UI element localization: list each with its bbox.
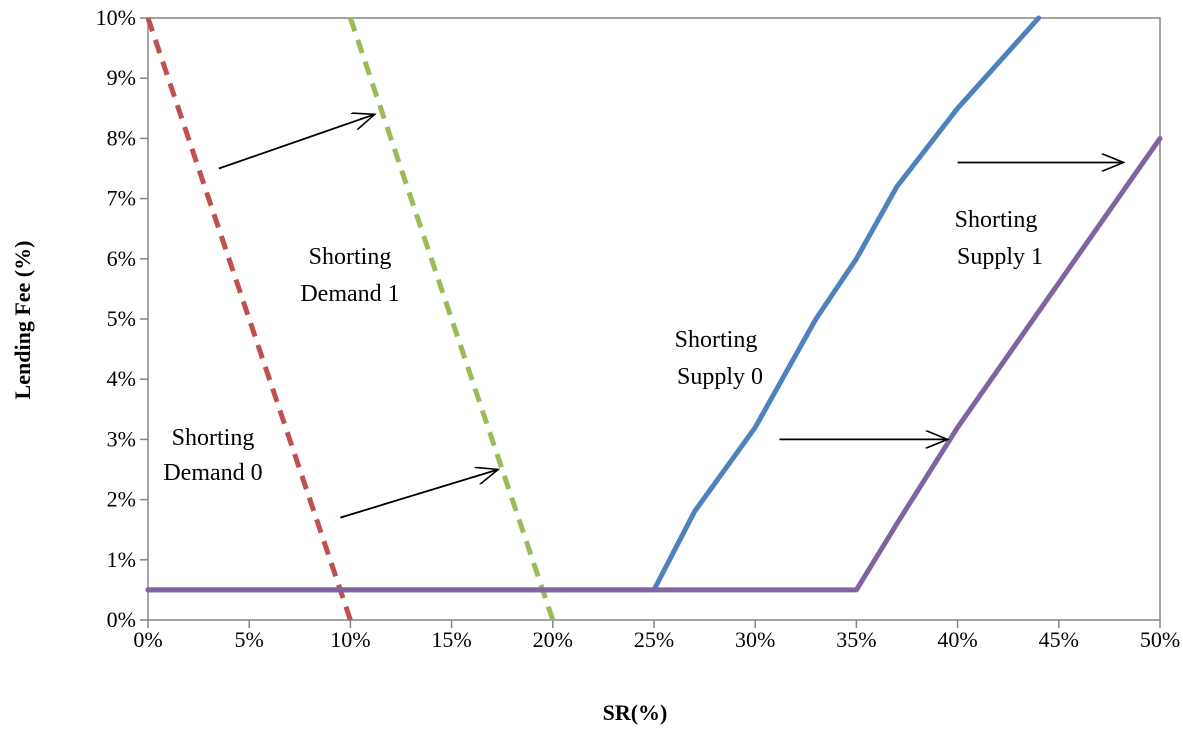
x-axis-title: SR(%) [603, 700, 668, 725]
x-tick-label: 25% [634, 627, 674, 652]
annotation-supply1-line1: Shorting [955, 207, 1038, 233]
y-axis-title: Lending Fee (%) [10, 241, 35, 400]
x-tick-label: 35% [836, 627, 876, 652]
annotation-demand1-line2: Demand 1 [300, 281, 399, 307]
series-line-shorting-demand-0 [145, 17, 353, 621]
shift-arrow [340, 470, 498, 519]
y-tick-label: 10% [96, 5, 136, 30]
arrow-layer [218, 114, 1124, 519]
y-tick-label: 6% [107, 246, 136, 271]
y-tick-label: 2% [107, 487, 136, 512]
x-tick-label: 50% [1140, 627, 1180, 652]
y-tick-label: 5% [107, 306, 136, 331]
y-tick-label: 8% [107, 125, 136, 150]
y-tick-label: 1% [107, 547, 136, 572]
y-tick-label: 3% [107, 426, 136, 451]
x-tick-label: 30% [735, 627, 775, 652]
x-axis-ticks: 0% 5% 10% 15% 20% 25% 30% 35% 40% 45% 50% [133, 620, 1180, 652]
x-tick-label: 40% [937, 627, 977, 652]
x-tick-label: 20% [533, 627, 573, 652]
series-layer [145, 15, 1163, 621]
y-tick-label: 9% [107, 65, 136, 90]
annotation-supply0-line2: Supply 0 [677, 364, 763, 390]
y-tick-label: 4% [107, 366, 136, 391]
x-tick-label: 5% [235, 627, 264, 652]
series-line-shorting-supply-0 [145, 15, 1042, 593]
y-tick-label: 0% [107, 607, 136, 632]
annotation-supply0-line1: Shorting [675, 327, 758, 353]
series-line-shorting-supply-1 [145, 135, 1163, 593]
annotation-supply1-line2: Supply 1 [957, 244, 1043, 270]
x-tick-label: 45% [1039, 627, 1079, 652]
annotation-demand0-line1: Shorting [172, 425, 255, 451]
annotation-demand1-line1: Shorting [309, 244, 392, 270]
x-tick-label: 0% [133, 627, 162, 652]
y-axis-ticks: 0% 1% 2% 3% 4% 5% 6% 7% 8% 9% 10% [96, 5, 148, 632]
x-tick-label: 10% [330, 627, 370, 652]
x-tick-label: 15% [431, 627, 471, 652]
series-line-shorting-demand-1 [348, 17, 556, 621]
annotation-demand0-line2: Demand 0 [163, 460, 262, 486]
shift-arrow [218, 114, 375, 170]
plot-area-frame [147, 17, 1161, 621]
y-tick-label: 7% [107, 186, 136, 211]
